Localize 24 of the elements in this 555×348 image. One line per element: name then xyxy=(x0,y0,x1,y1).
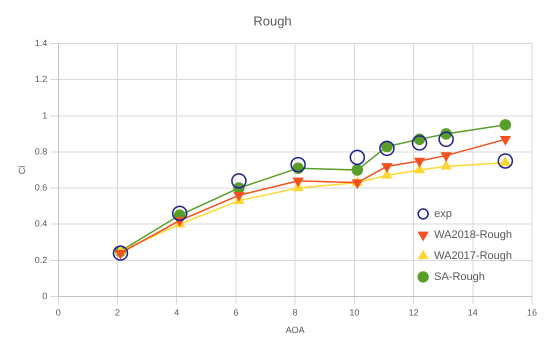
y-tick-label: 0 xyxy=(42,290,48,301)
x-tick-label: 14 xyxy=(468,307,478,318)
legend-label: WA2018-Rough xyxy=(434,228,512,241)
y-tick-label: 1.2 xyxy=(34,74,48,84)
x-axis-title: AOA xyxy=(286,325,305,336)
y-tick-label: 1 xyxy=(42,110,48,120)
x-tick-label: 4 xyxy=(174,307,180,318)
x-tick-label: 16 xyxy=(526,307,538,318)
y-tick-label: 0.4 xyxy=(34,218,48,229)
x-tick-label: 2 xyxy=(115,307,120,318)
legend-label: exp xyxy=(434,208,452,220)
y-tick-label: 1.4 xyxy=(34,38,48,48)
x-tick-label: 12 xyxy=(408,307,419,318)
y-tick-label: 0.8 xyxy=(34,146,48,156)
x-tick-label: 0 xyxy=(56,307,61,318)
x-tick-label: 6 xyxy=(233,307,238,318)
x-tick-label: 10 xyxy=(349,307,360,318)
x-tick-label: 8 xyxy=(292,307,298,318)
y-axis-title: Cl xyxy=(16,166,27,174)
y-tick-label: 0.6 xyxy=(34,182,48,193)
y-tick-label: 0.2 xyxy=(34,254,48,265)
chart-title: Rough xyxy=(253,13,292,28)
legend-label: SA-Rough xyxy=(434,270,485,283)
legend-label: WA2017-Rough xyxy=(434,250,512,262)
